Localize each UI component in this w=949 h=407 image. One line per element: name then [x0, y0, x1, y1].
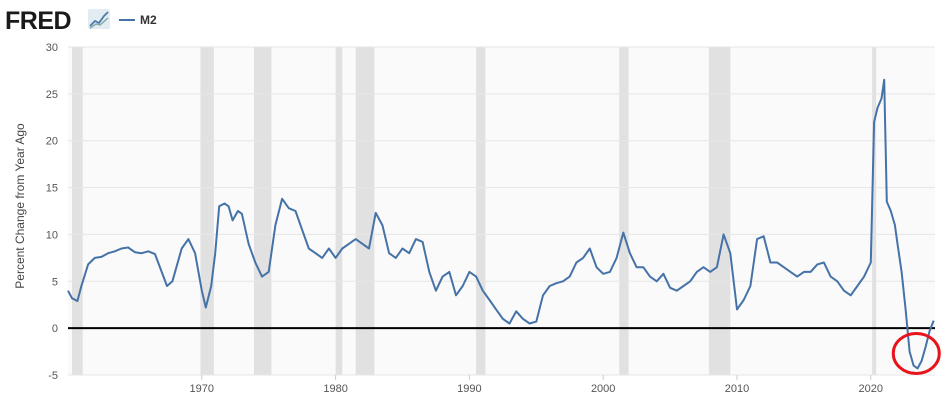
recession-band-3: [335, 47, 343, 375]
y-axis-title: Percent Change from Year Ago: [13, 123, 27, 289]
recession-band-8: [872, 47, 877, 375]
recession-band-5: [476, 47, 486, 375]
y-tick-label-6: 25: [46, 89, 58, 101]
fred-logo[interactable]: FRED: [5, 7, 110, 35]
y-tick-label-2: 5: [52, 276, 58, 288]
recession-band-7: [708, 47, 731, 375]
recession-band-0: [72, 47, 83, 375]
y-tick-label-4: 15: [46, 183, 58, 195]
logo-graph-icon-bg: [88, 9, 110, 29]
y-axis-ticks: -5 0 5 10 15 20 25 30: [46, 42, 58, 382]
recession-band-4: [355, 47, 375, 375]
fred-logo-text: FRED: [5, 7, 71, 35]
series-line-m2: [67, 78, 935, 370]
recession-band-1: [200, 47, 214, 375]
x-tick-label-0: 1970: [190, 383, 214, 395]
logo-graph-icon: [88, 9, 110, 29]
x-tick-label-2: 1990: [457, 383, 481, 395]
x-tick-label-1: 1980: [323, 383, 347, 395]
legend-label-m2: M2: [140, 13, 157, 27]
highlight-circle-annotation: [891, 331, 941, 375]
x-tick-label-4: 2010: [725, 383, 749, 395]
recession-band-2: [253, 47, 272, 375]
series-layer: [67, 78, 935, 370]
y-tick-label-0: -5: [48, 370, 58, 382]
y-tick-label-1: 0: [52, 323, 58, 335]
y-tick-label-3: 10: [46, 229, 58, 241]
x-axis-ticks: 1970 1980 1990 2000 2010 2020: [190, 375, 883, 395]
logo-graph-icon-line-b: [89, 17, 109, 29]
x-tick-label-3: 2000: [591, 383, 615, 395]
plot-background: [68, 47, 935, 375]
x-tick-label-5: 2020: [859, 383, 883, 395]
recession-band-6: [619, 47, 629, 375]
logo-graph-icon-line-a: [89, 11, 109, 27]
y-tick-label-5: 20: [46, 136, 58, 148]
y-tick-label-7: 30: [46, 42, 58, 54]
legend: M2: [119, 13, 157, 27]
recession-shading: [72, 47, 877, 375]
